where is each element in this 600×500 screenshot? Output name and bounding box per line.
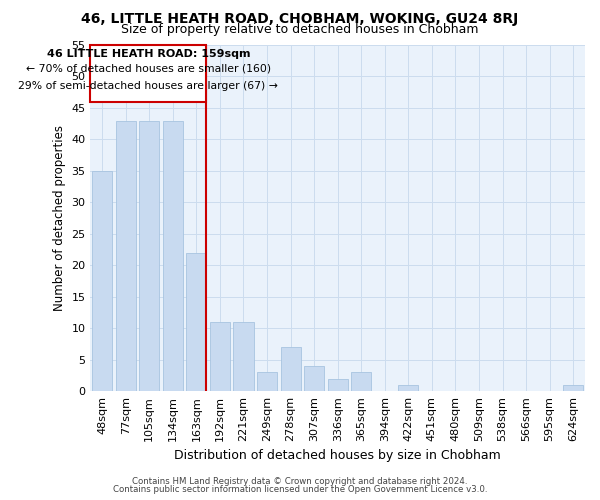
Bar bbox=[139, 120, 159, 391]
Bar bbox=[398, 385, 418, 391]
Bar bbox=[304, 366, 324, 391]
Text: 46, LITTLE HEATH ROAD, CHOBHAM, WOKING, GU24 8RJ: 46, LITTLE HEATH ROAD, CHOBHAM, WOKING, … bbox=[82, 12, 518, 26]
Text: Contains HM Land Registry data © Crown copyright and database right 2024.: Contains HM Land Registry data © Crown c… bbox=[132, 477, 468, 486]
Text: Contains public sector information licensed under the Open Government Licence v3: Contains public sector information licen… bbox=[113, 485, 487, 494]
Bar bbox=[328, 378, 348, 391]
Text: ← 70% of detached houses are smaller (160): ← 70% of detached houses are smaller (16… bbox=[26, 64, 271, 74]
Bar bbox=[116, 120, 136, 391]
Bar bbox=[233, 322, 254, 391]
Bar bbox=[163, 120, 183, 391]
Bar bbox=[92, 171, 112, 391]
Y-axis label: Number of detached properties: Number of detached properties bbox=[53, 125, 66, 311]
Text: 46 LITTLE HEATH ROAD: 159sqm: 46 LITTLE HEATH ROAD: 159sqm bbox=[47, 50, 250, 59]
Bar bbox=[187, 252, 206, 391]
Bar bbox=[257, 372, 277, 391]
Bar bbox=[351, 372, 371, 391]
Bar bbox=[281, 347, 301, 391]
Bar bbox=[563, 385, 583, 391]
X-axis label: Distribution of detached houses by size in Chobham: Distribution of detached houses by size … bbox=[175, 450, 501, 462]
Text: Size of property relative to detached houses in Chobham: Size of property relative to detached ho… bbox=[121, 24, 479, 36]
FancyBboxPatch shape bbox=[91, 45, 206, 102]
Text: 29% of semi-detached houses are larger (67) →: 29% of semi-detached houses are larger (… bbox=[19, 81, 278, 91]
Bar bbox=[210, 322, 230, 391]
